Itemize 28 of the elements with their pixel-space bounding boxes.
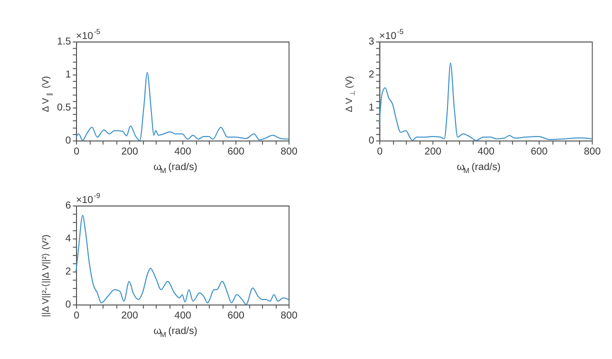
x-tick-label: 200: [121, 310, 138, 322]
x-tick-label: 0: [376, 146, 383, 158]
x-tick-label: 200: [121, 146, 138, 158]
x-tick-label: 0: [74, 146, 80, 158]
y-tick-label: 0: [65, 300, 72, 311]
y-tick-label: 1.5: [57, 36, 72, 48]
x-tick-label: 400: [478, 146, 495, 158]
y-tick-label: 0: [65, 136, 72, 147]
x-tick-label: 400: [174, 310, 192, 322]
y-axis-title: ||Δ V||²-⟨||Δ V||²⟩ (V²): [40, 234, 51, 318]
y-tick-label: 2: [368, 70, 375, 81]
y-tick-label: 1: [368, 102, 375, 114]
y-tick-label: 6: [65, 200, 72, 212]
y-tick-label: 4: [65, 234, 72, 245]
x-tick-label: 0: [74, 310, 80, 322]
y-tick-label: 2: [65, 266, 72, 278]
x-tick-label: 600: [228, 310, 245, 322]
x-tick-label: 200: [424, 146, 442, 158]
x-tick-label: 800: [280, 146, 298, 158]
x-tick-label: 600: [228, 146, 245, 158]
x-tick-label: 800: [280, 310, 298, 322]
x-tick-label: 400: [174, 146, 192, 158]
y-tick-label: 0.5: [57, 102, 72, 114]
x-tick-label: 800: [584, 146, 602, 158]
x-tick-label: 600: [530, 146, 548, 158]
y-tick-label: 0: [368, 136, 375, 147]
y-tick-label: 3: [368, 36, 375, 48]
y-tick-label: 1: [65, 70, 72, 81]
